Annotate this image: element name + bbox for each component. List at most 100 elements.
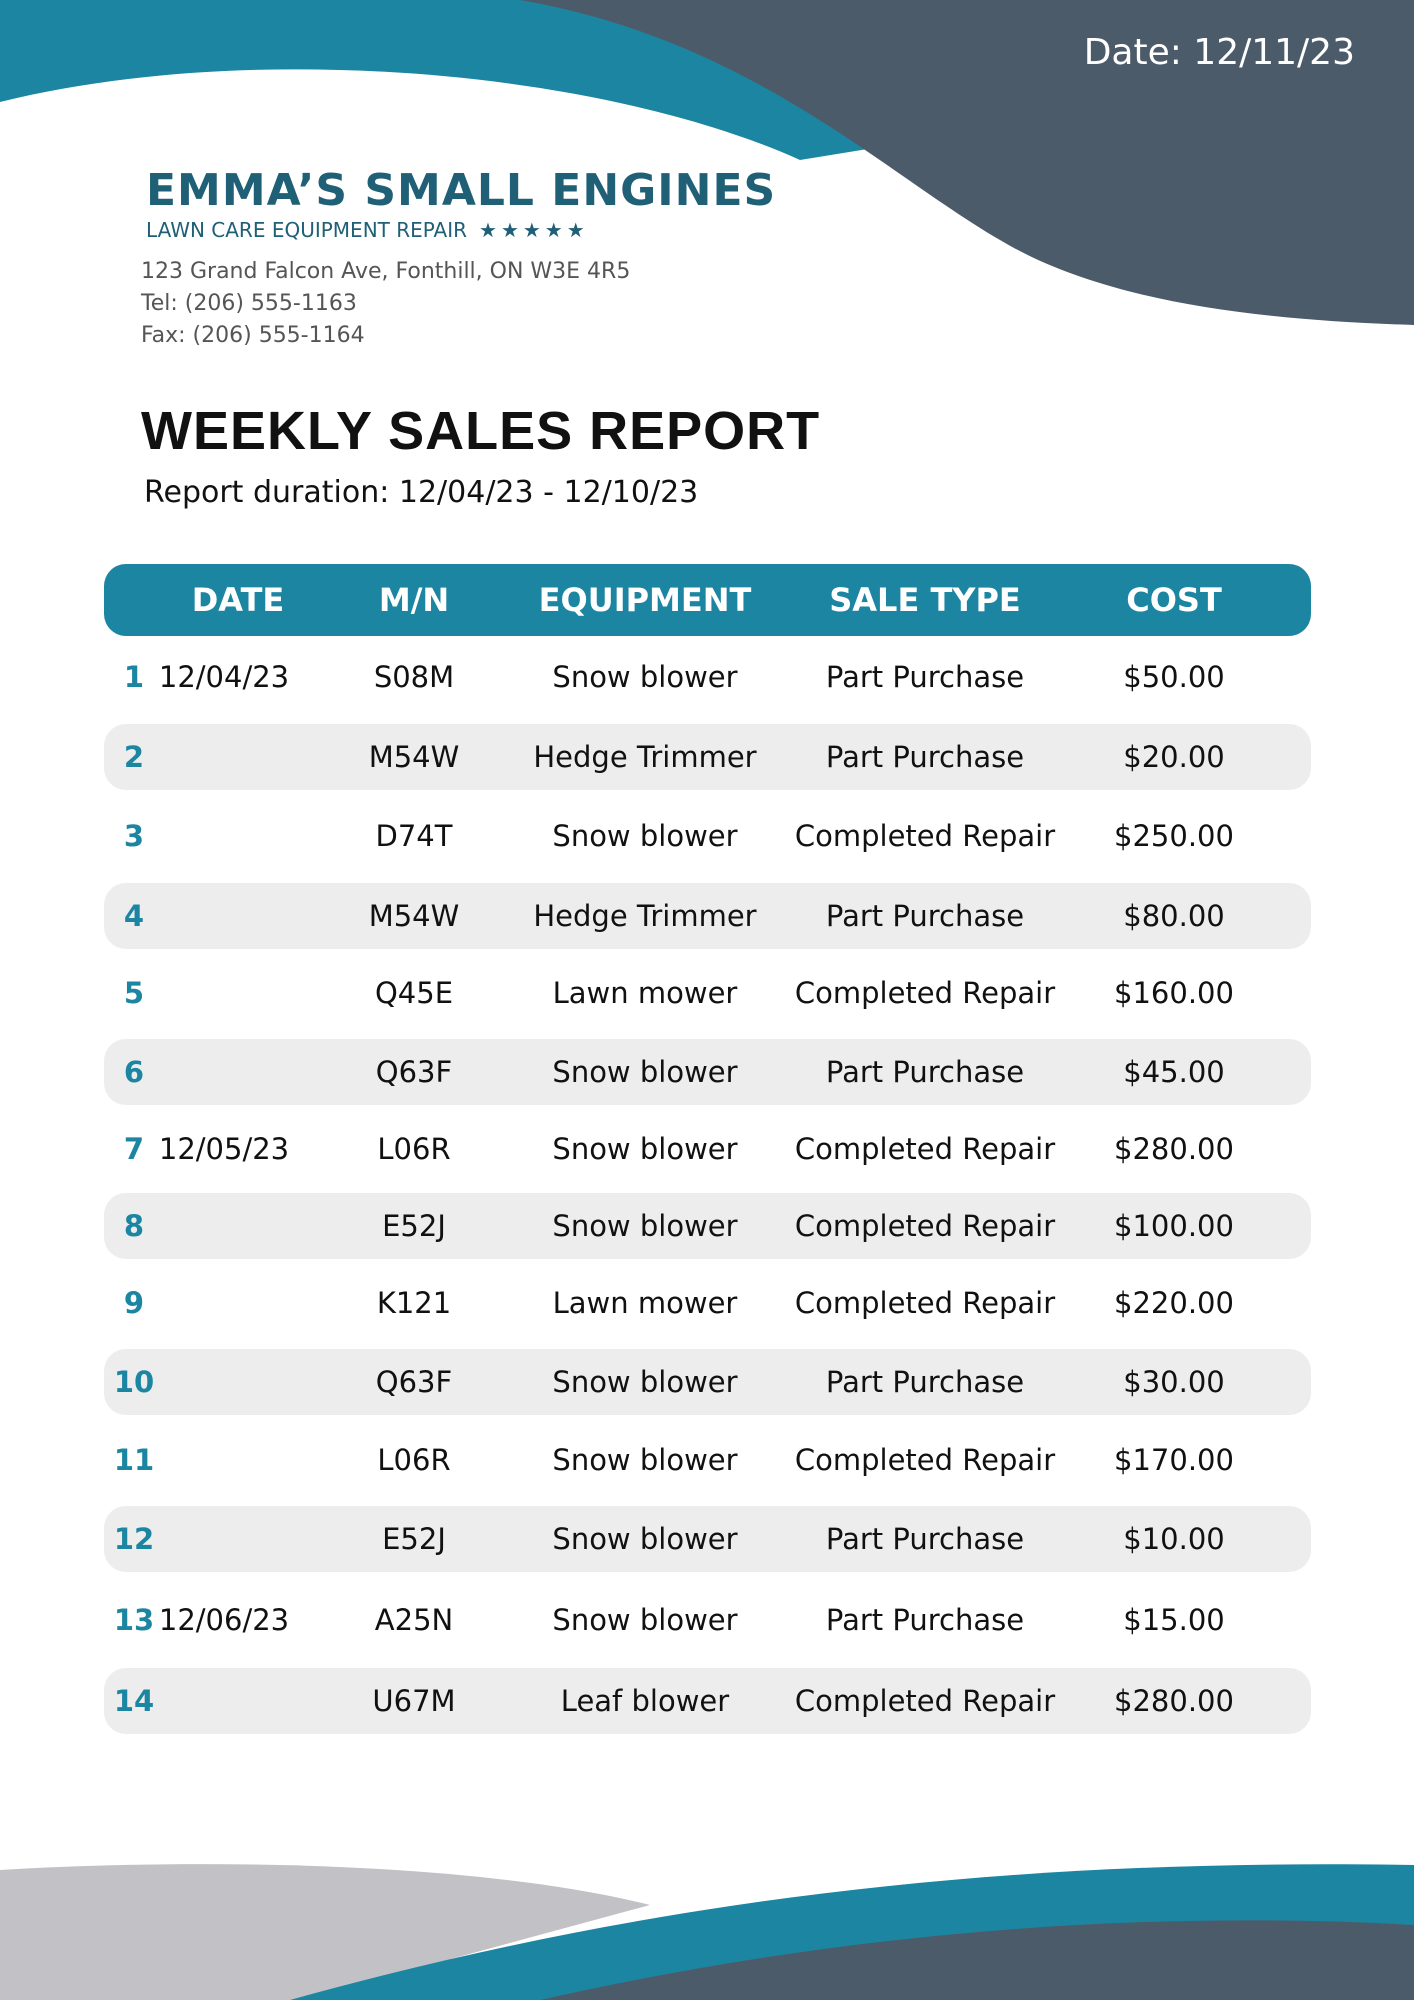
- row-equipment: Snow blower: [552, 1365, 738, 1399]
- row-date: 12/05/23: [158, 1132, 290, 1166]
- row-date: [164, 724, 284, 790]
- row-number: 14: [113, 1684, 155, 1718]
- table-row: 10 Q63F Snow blower Part Purchase $30.00: [104, 1349, 1311, 1415]
- row-equipment: Snow blower: [552, 819, 738, 853]
- row-number: 4: [123, 899, 145, 933]
- table-row: 2 M54W Hedge Trimmer Part Purchase $20.00: [104, 724, 1311, 790]
- row-cost: $170.00: [1114, 1443, 1234, 1477]
- row-cost: $160.00: [1114, 976, 1234, 1010]
- row-model-number: Q63F: [375, 1055, 453, 1089]
- row-model-number: E52J: [382, 1209, 446, 1243]
- row-date: [164, 1039, 284, 1105]
- row-sale-type: Completed Repair: [794, 1684, 1056, 1718]
- row-sale-type: Completed Repair: [794, 1209, 1056, 1243]
- company-address: 123 Grand Falcon Ave, Fonthill, ON W3E 4…: [141, 259, 631, 284]
- row-number: 2: [123, 740, 145, 774]
- row-cost: $10.00: [1123, 1522, 1225, 1556]
- company-logo: EMMA’S SMALL ENGINES LAWN CARE EQUIPMENT…: [146, 165, 777, 243]
- table-row: 6 Q63F Snow blower Part Purchase $45.00: [104, 1039, 1311, 1105]
- report-title: WEEKLY SALES REPORT: [141, 401, 821, 461]
- rating-stars-icon: ★★★★★: [479, 218, 589, 242]
- row-number: 12: [113, 1522, 155, 1556]
- row-equipment: Snow blower: [552, 1522, 738, 1556]
- row-model-number: M54W: [368, 899, 460, 933]
- row-model-number: D74T: [375, 819, 453, 853]
- row-number: 13: [113, 1603, 155, 1637]
- row-number: 5: [123, 976, 145, 1010]
- row-equipment: Snow blower: [552, 1603, 738, 1637]
- table-row: 14 U67M Leaf blower Completed Repair $280.00: [104, 1668, 1311, 1734]
- row-equipment: Lawn mower: [552, 1286, 738, 1320]
- row-date: [164, 1349, 284, 1415]
- row-date: [164, 1427, 284, 1493]
- row-sale-type: Part Purchase: [825, 660, 1025, 694]
- row-sale-type: Part Purchase: [825, 899, 1025, 933]
- row-model-number: M54W: [368, 740, 460, 774]
- row-equipment: Hedge Trimmer: [533, 740, 757, 774]
- row-sale-type: Part Purchase: [825, 1365, 1025, 1399]
- row-model-number: Q63F: [375, 1365, 453, 1399]
- row-equipment: Lawn mower: [552, 976, 738, 1010]
- table-row: 9 K121 Lawn mower Completed Repair $220.00: [104, 1270, 1311, 1336]
- row-model-number: K121: [376, 1286, 452, 1320]
- row-date: [164, 803, 284, 869]
- row-sale-type: Completed Repair: [794, 1443, 1056, 1477]
- row-number: 6: [123, 1055, 145, 1089]
- row-equipment: Snow blower: [552, 1055, 738, 1089]
- table-row: 5 Q45E Lawn mower Completed Repair $160.00: [104, 960, 1311, 1026]
- row-date: [164, 883, 284, 949]
- sales-table: DATE M/N EQUIPMENT SALE TYPE COST 1 12/04…: [104, 564, 1311, 1734]
- row-number: 11: [113, 1443, 155, 1477]
- row-model-number: A25N: [374, 1603, 454, 1637]
- row-cost: $250.00: [1114, 819, 1234, 853]
- row-date: [164, 960, 284, 1026]
- row-model-number: L06R: [377, 1443, 451, 1477]
- row-number: 3: [123, 819, 145, 853]
- header-date: DATE: [191, 581, 285, 619]
- company-tagline-row: LAWN CARE EQUIPMENT REPAIR ★★★★★: [146, 218, 646, 242]
- row-cost: $30.00: [1123, 1365, 1225, 1399]
- row-cost: $220.00: [1114, 1286, 1234, 1320]
- row-model-number: S08M: [373, 660, 455, 694]
- row-cost: $80.00: [1123, 899, 1225, 933]
- row-model-number: E52J: [382, 1522, 446, 1556]
- row-sale-type: Completed Repair: [794, 819, 1056, 853]
- row-number: 10: [113, 1365, 155, 1399]
- header-sale-type: SALE TYPE: [829, 581, 1021, 619]
- row-date: 12/04/23: [158, 660, 290, 694]
- table-header: DATE M/N EQUIPMENT SALE TYPE COST: [104, 564, 1311, 636]
- row-date: [164, 1506, 284, 1572]
- header-equipment: EQUIPMENT: [538, 581, 752, 619]
- row-number: 7: [123, 1132, 145, 1166]
- table-row: 3 D74T Snow blower Completed Repair $250.00: [104, 803, 1311, 869]
- row-date: [164, 1668, 284, 1734]
- row-cost: $45.00: [1123, 1055, 1225, 1089]
- bottom-gray-wave: [0, 1864, 650, 2000]
- report-duration: Report duration: 12/04/23 - 12/10/23: [144, 475, 699, 510]
- company-fax: Fax: (206) 555-1164: [141, 323, 365, 348]
- row-cost: $280.00: [1114, 1132, 1234, 1166]
- row-sale-type: Part Purchase: [825, 1603, 1025, 1637]
- row-model-number: L06R: [377, 1132, 451, 1166]
- header-mn: M/N: [378, 581, 450, 619]
- row-sale-type: Part Purchase: [825, 740, 1025, 774]
- row-equipment: Snow blower: [552, 1132, 738, 1166]
- company-tagline: LAWN CARE EQUIPMENT REPAIR: [146, 218, 468, 242]
- row-cost: $15.00: [1123, 1603, 1225, 1637]
- row-date: [164, 1193, 284, 1259]
- table-row: 12 E52J Snow blower Part Purchase $10.00: [104, 1506, 1311, 1572]
- company-tel: Tel: (206) 555-1163: [141, 291, 357, 316]
- row-sale-type: Part Purchase: [825, 1055, 1025, 1089]
- report-date: Date: 12/11/23: [1083, 32, 1355, 73]
- table-row: 1 12/04/23 S08M Snow blower Part Purchase $50…: [104, 644, 1311, 710]
- company-name: EMMA’S SMALL ENGINES: [146, 165, 777, 216]
- row-equipment: Hedge Trimmer: [533, 899, 757, 933]
- company-contact: 123 Grand Falcon Ave, Fonthill, ON W3E 4…: [141, 256, 630, 352]
- row-model-number: Q45E: [374, 976, 454, 1010]
- header-cost: COST: [1126, 581, 1222, 619]
- table-row: 13 12/06/23 A25N Snow blower Part Purchase $1…: [104, 1587, 1311, 1653]
- row-cost: $50.00: [1123, 660, 1225, 694]
- row-cost: $280.00: [1114, 1684, 1234, 1718]
- row-cost: $100.00: [1114, 1209, 1234, 1243]
